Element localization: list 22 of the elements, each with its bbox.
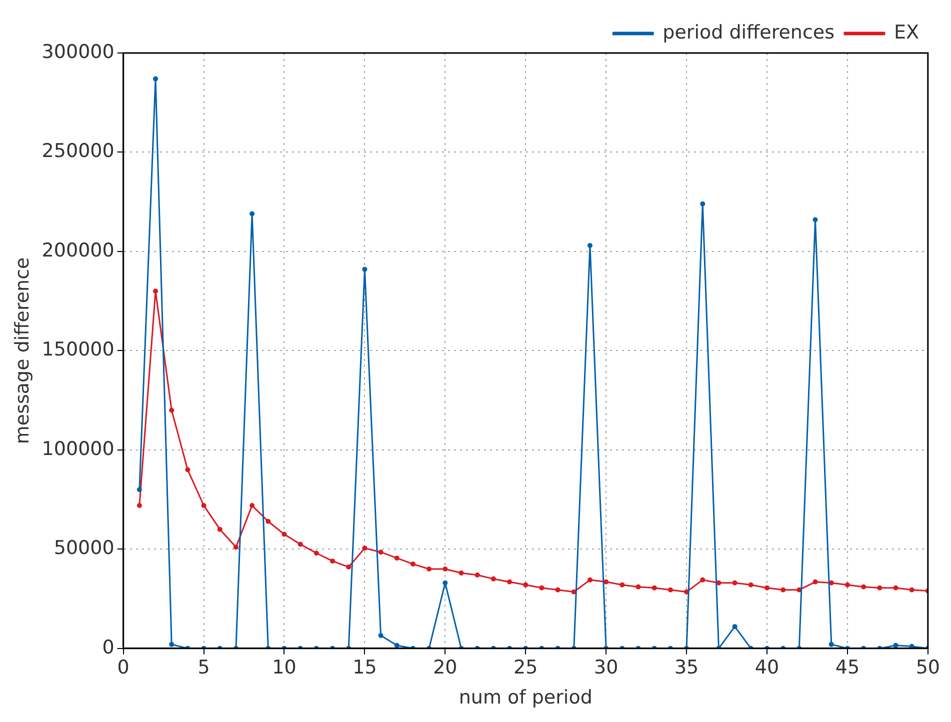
x-tick-label: 5 xyxy=(198,656,210,679)
y-tick-label: 150000 xyxy=(42,338,114,361)
x-tick-label: 50 xyxy=(916,656,940,679)
x-tick-label: 45 xyxy=(835,656,860,679)
y-tick-label: 300000 xyxy=(42,40,114,63)
y-axis-title: message difference xyxy=(11,257,34,444)
legend-label: period differences xyxy=(662,21,834,44)
y-tick-label: 50000 xyxy=(54,537,114,560)
x-tick-label: 30 xyxy=(594,656,618,679)
y-tick-label: 100000 xyxy=(42,438,114,460)
x-tick-label: 0 xyxy=(117,656,130,679)
x-tick-label: 15 xyxy=(352,656,377,679)
y-tick-label: 200000 xyxy=(42,239,114,262)
legend-label: EX xyxy=(894,21,920,44)
x-axis-title: num of period xyxy=(458,686,592,709)
y-tick-label: 0 xyxy=(102,636,114,658)
x-tick-label: 25 xyxy=(514,656,538,679)
x-tick-label: 35 xyxy=(674,656,699,679)
x-tick-label: 40 xyxy=(754,656,780,679)
x-tick-label: 20 xyxy=(433,656,458,679)
x-tick-label: 10 xyxy=(272,656,296,679)
y-tick-label: 250000 xyxy=(42,140,114,162)
